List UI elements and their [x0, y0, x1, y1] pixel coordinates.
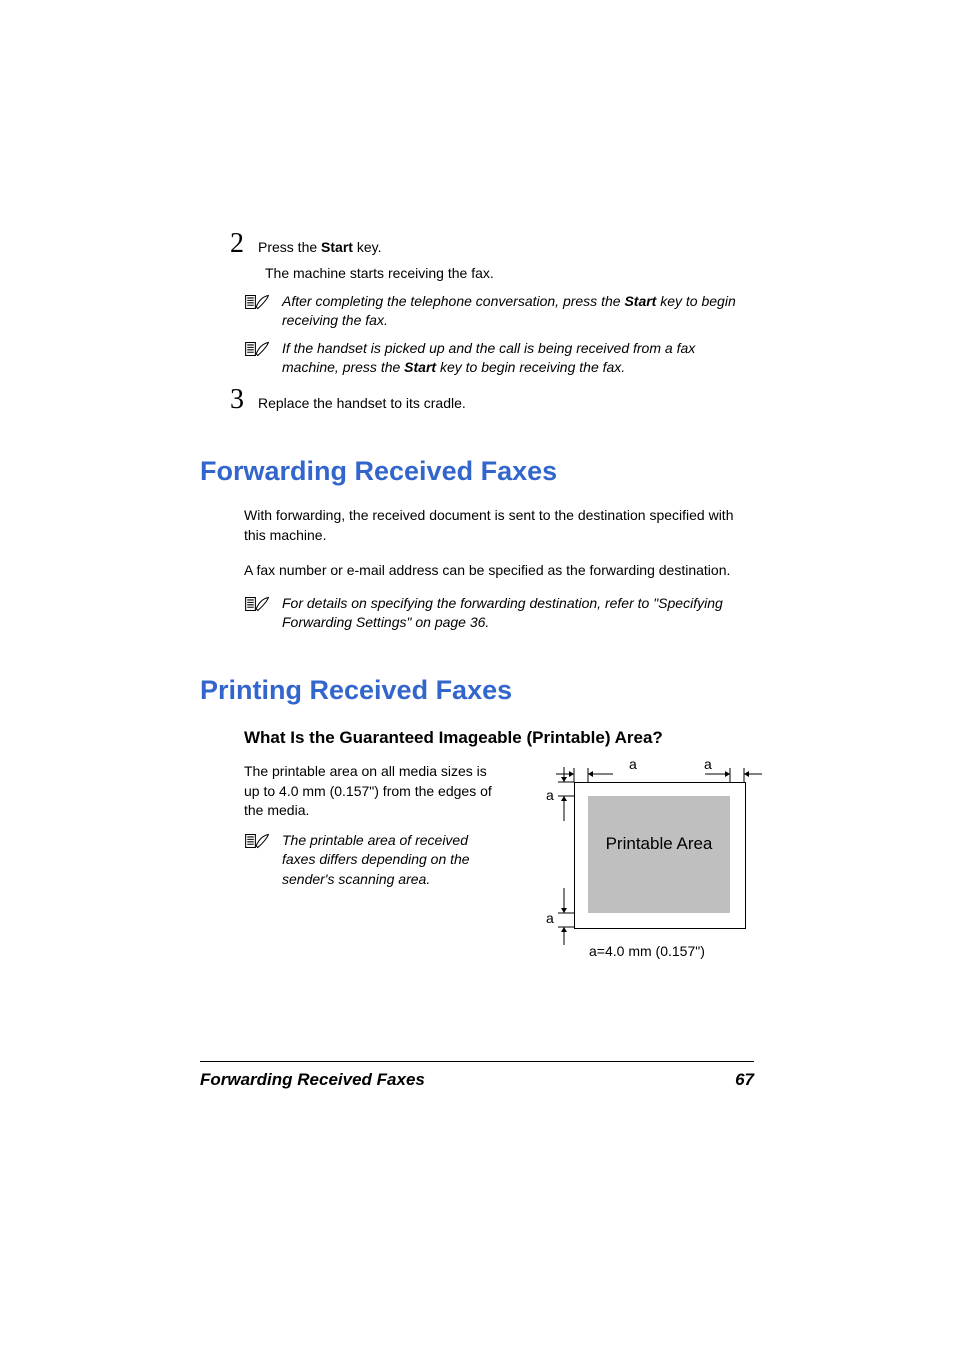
printable-two-col: The printable area on all media sizes is…: [244, 762, 754, 962]
section-2-subtitle: What Is the Guaranteed Imageable (Printa…: [244, 728, 754, 748]
section-2-title: Printing Received Faxes: [200, 675, 754, 706]
step-3-number: 3: [230, 386, 248, 414]
step-3-row: 3 Replace the handset to its cradle.: [230, 386, 754, 414]
note-icon: [244, 594, 270, 633]
diagram-extension-lines: [544, 762, 774, 972]
section-2-note: The printable area of received faxes dif…: [282, 831, 494, 890]
note-icon: [244, 339, 270, 378]
note-icon: [244, 292, 270, 331]
section-1-p2: A fax number or e-mail address can be sp…: [244, 560, 754, 580]
step-2-post: key.: [353, 239, 382, 255]
section-2-p1: The printable area on all media sizes is…: [244, 762, 494, 821]
page: 2 Press the Start key. The machine start…: [0, 0, 954, 1350]
note-b-row: If the handset is picked up and the call…: [244, 339, 754, 378]
note-a-bold: Start: [624, 293, 656, 309]
printable-diagram: Printable Areaaaaaa=4.0 mm (0.157"): [544, 762, 754, 962]
note-b-text: If the handset is picked up and the call…: [282, 339, 754, 378]
note-a-row: After completing the telephone conversat…: [244, 292, 754, 331]
step-3-text: Replace the handset to its cradle.: [258, 394, 466, 414]
note-b-bold: Start: [404, 359, 436, 375]
diagram-a-label: a: [629, 756, 637, 772]
section-1-note: For details on specifying the forwarding…: [282, 594, 754, 633]
diagram-a-label: a: [704, 756, 712, 772]
section-1-p1: With forwarding, the received document i…: [244, 505, 754, 546]
footer-left: Forwarding Received Faxes: [200, 1070, 425, 1090]
diagram-a-label: a: [546, 787, 554, 803]
note-b-post: key to begin receiving the fax.: [436, 359, 625, 375]
step-2-pre: Press the: [258, 239, 321, 255]
section-1-title: Forwarding Received Faxes: [200, 456, 754, 487]
page-footer: Forwarding Received Faxes 67: [200, 1061, 754, 1090]
step-2-number: 2: [230, 230, 248, 258]
footer-row: Forwarding Received Faxes 67: [200, 1070, 754, 1090]
printable-col-left: The printable area on all media sizes is…: [244, 762, 494, 962]
diagram-caption: a=4.0 mm (0.157"): [589, 943, 705, 959]
step-2-bold: Start: [321, 239, 353, 255]
footer-right: 67: [735, 1070, 754, 1090]
printable-col-right: Printable Areaaaaaa=4.0 mm (0.157"): [524, 762, 754, 962]
step-2-sub: The machine starts receiving the fax.: [265, 264, 754, 284]
section-2-note-row: The printable area of received faxes dif…: [244, 831, 494, 890]
note-a-text: After completing the telephone conversat…: [282, 292, 754, 331]
step-2-row: 2 Press the Start key.: [230, 230, 754, 258]
note-icon: [244, 831, 270, 890]
section-1-note-row: For details on specifying the forwarding…: [244, 594, 754, 633]
note-a-pre: After completing the telephone conversat…: [282, 293, 624, 309]
step-2-text: Press the Start key.: [258, 238, 381, 258]
footer-rule: [200, 1061, 754, 1062]
diagram-a-label: a: [546, 910, 554, 926]
